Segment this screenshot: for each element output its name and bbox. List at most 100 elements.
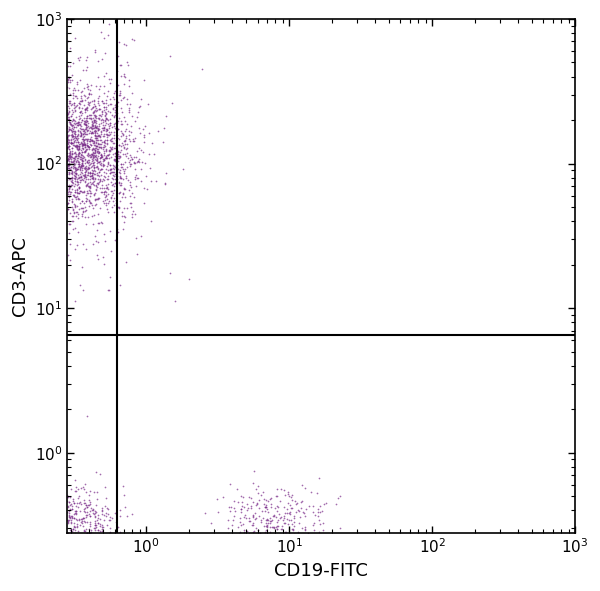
Point [38,74,48,84]
Point [77,515,86,524]
Point [64,516,74,525]
Point [47,114,57,124]
Point [70,188,80,197]
Point [131,181,140,191]
Point [83,84,93,93]
Point [90,144,100,153]
Point [116,181,126,190]
Point [110,88,119,98]
Point [75,119,85,129]
Point [64,151,74,161]
Point [247,520,257,530]
Point [4,506,13,515]
Point [74,125,83,135]
Point [70,171,79,181]
Point [91,137,100,147]
Point [99,129,109,139]
Point [52,487,62,496]
Point [267,522,277,532]
Point [79,125,89,135]
Point [223,515,233,524]
Point [86,171,95,181]
Point [40,505,49,515]
Point [248,478,257,487]
Point [307,487,316,496]
Point [50,504,59,514]
Point [64,74,74,83]
Point [261,495,271,504]
Point [86,110,96,119]
Point [60,147,70,156]
Point [66,512,76,521]
Point [88,108,98,118]
Point [85,172,95,181]
Point [318,525,328,535]
Point [30,128,40,137]
Point [212,495,221,504]
Point [81,535,91,544]
Point [238,493,248,502]
Point [97,505,106,515]
Point [94,139,103,149]
Point [261,525,271,535]
Point [53,544,62,554]
Point [93,194,103,203]
Point [104,145,113,155]
Point [98,137,107,147]
Point [48,136,58,145]
Point [94,174,103,184]
Point [98,161,108,170]
Point [28,173,37,182]
Point [32,128,42,138]
Point [89,537,98,546]
Point [312,538,322,547]
Point [47,540,57,550]
Point [262,531,271,541]
Point [63,251,73,260]
Point [53,152,63,161]
Point [64,502,73,512]
Point [89,154,98,163]
Point [73,119,82,128]
Point [59,177,68,186]
Point [55,124,64,133]
Point [89,124,99,133]
Point [80,154,90,163]
Point [63,154,73,163]
Point [43,98,52,108]
Point [46,204,55,213]
Point [118,164,128,174]
Point [68,161,78,171]
Point [134,157,143,167]
Point [34,508,43,517]
Point [68,108,78,117]
Point [82,103,91,112]
Point [100,141,110,151]
Point [16,150,26,159]
Point [53,503,63,512]
Point [70,176,80,186]
Point [67,150,77,159]
Point [79,495,89,505]
Point [73,184,82,194]
Point [61,115,71,124]
Point [52,207,61,216]
Point [92,156,101,165]
Point [69,162,79,171]
Point [71,141,80,150]
Point [35,79,44,88]
Point [101,147,111,156]
Point [52,161,62,170]
Point [245,531,254,540]
Point [77,160,86,169]
Point [265,514,275,523]
Point [134,123,143,132]
Point [82,512,91,521]
Point [281,528,290,537]
Point [81,115,91,125]
Point [65,154,74,163]
Point [97,522,107,532]
Point [34,132,43,142]
Point [64,137,73,147]
Point [58,119,68,128]
